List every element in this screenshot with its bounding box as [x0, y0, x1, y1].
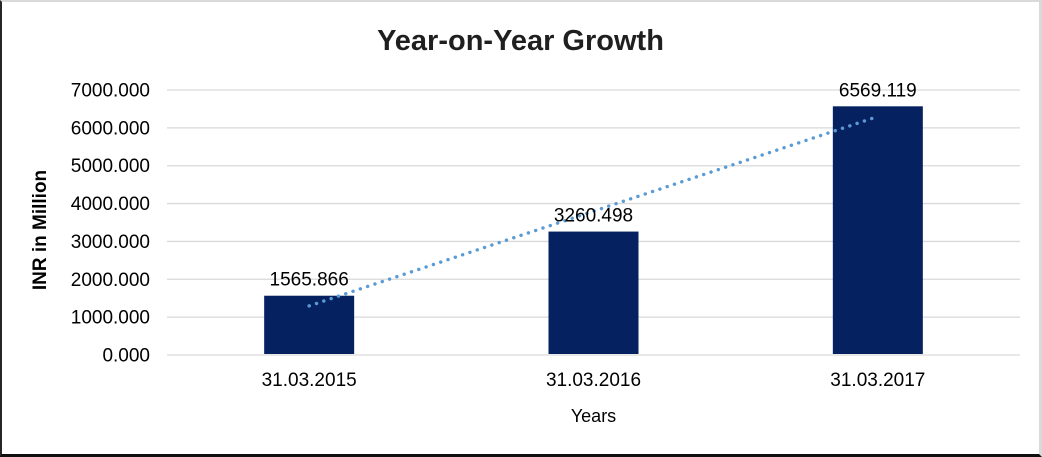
- y-tick-label: 2000.000: [71, 270, 150, 291]
- bar-data-label: 1565.866: [270, 270, 349, 291]
- y-tick-label: 5000.000: [71, 156, 150, 177]
- y-tick-label: 0.000: [102, 346, 150, 367]
- x-category-label: 31.03.2015: [262, 370, 357, 391]
- bar: [548, 231, 639, 354]
- x-category-label: 31.03.2017: [830, 370, 925, 391]
- y-tick-label: 1000.000: [71, 308, 150, 329]
- bar-data-label: 6569.119: [839, 80, 917, 101]
- x-axis-title: Years: [571, 406, 616, 426]
- y-tick-label: 6000.000: [71, 118, 150, 139]
- bar-data-label: 3260.498: [554, 206, 633, 227]
- y-tick-label: 7000.000: [71, 81, 150, 102]
- y-axis-title: INR in Million: [30, 170, 51, 290]
- trendline: [307, 114, 880, 308]
- bar: [832, 106, 923, 354]
- x-category-label: 31.03.2016: [546, 370, 641, 391]
- y-tick-label: 4000.000: [71, 194, 150, 215]
- y-tick-label: 3000.000: [71, 232, 150, 253]
- chart-title: Year-on-Year Growth: [377, 25, 664, 57]
